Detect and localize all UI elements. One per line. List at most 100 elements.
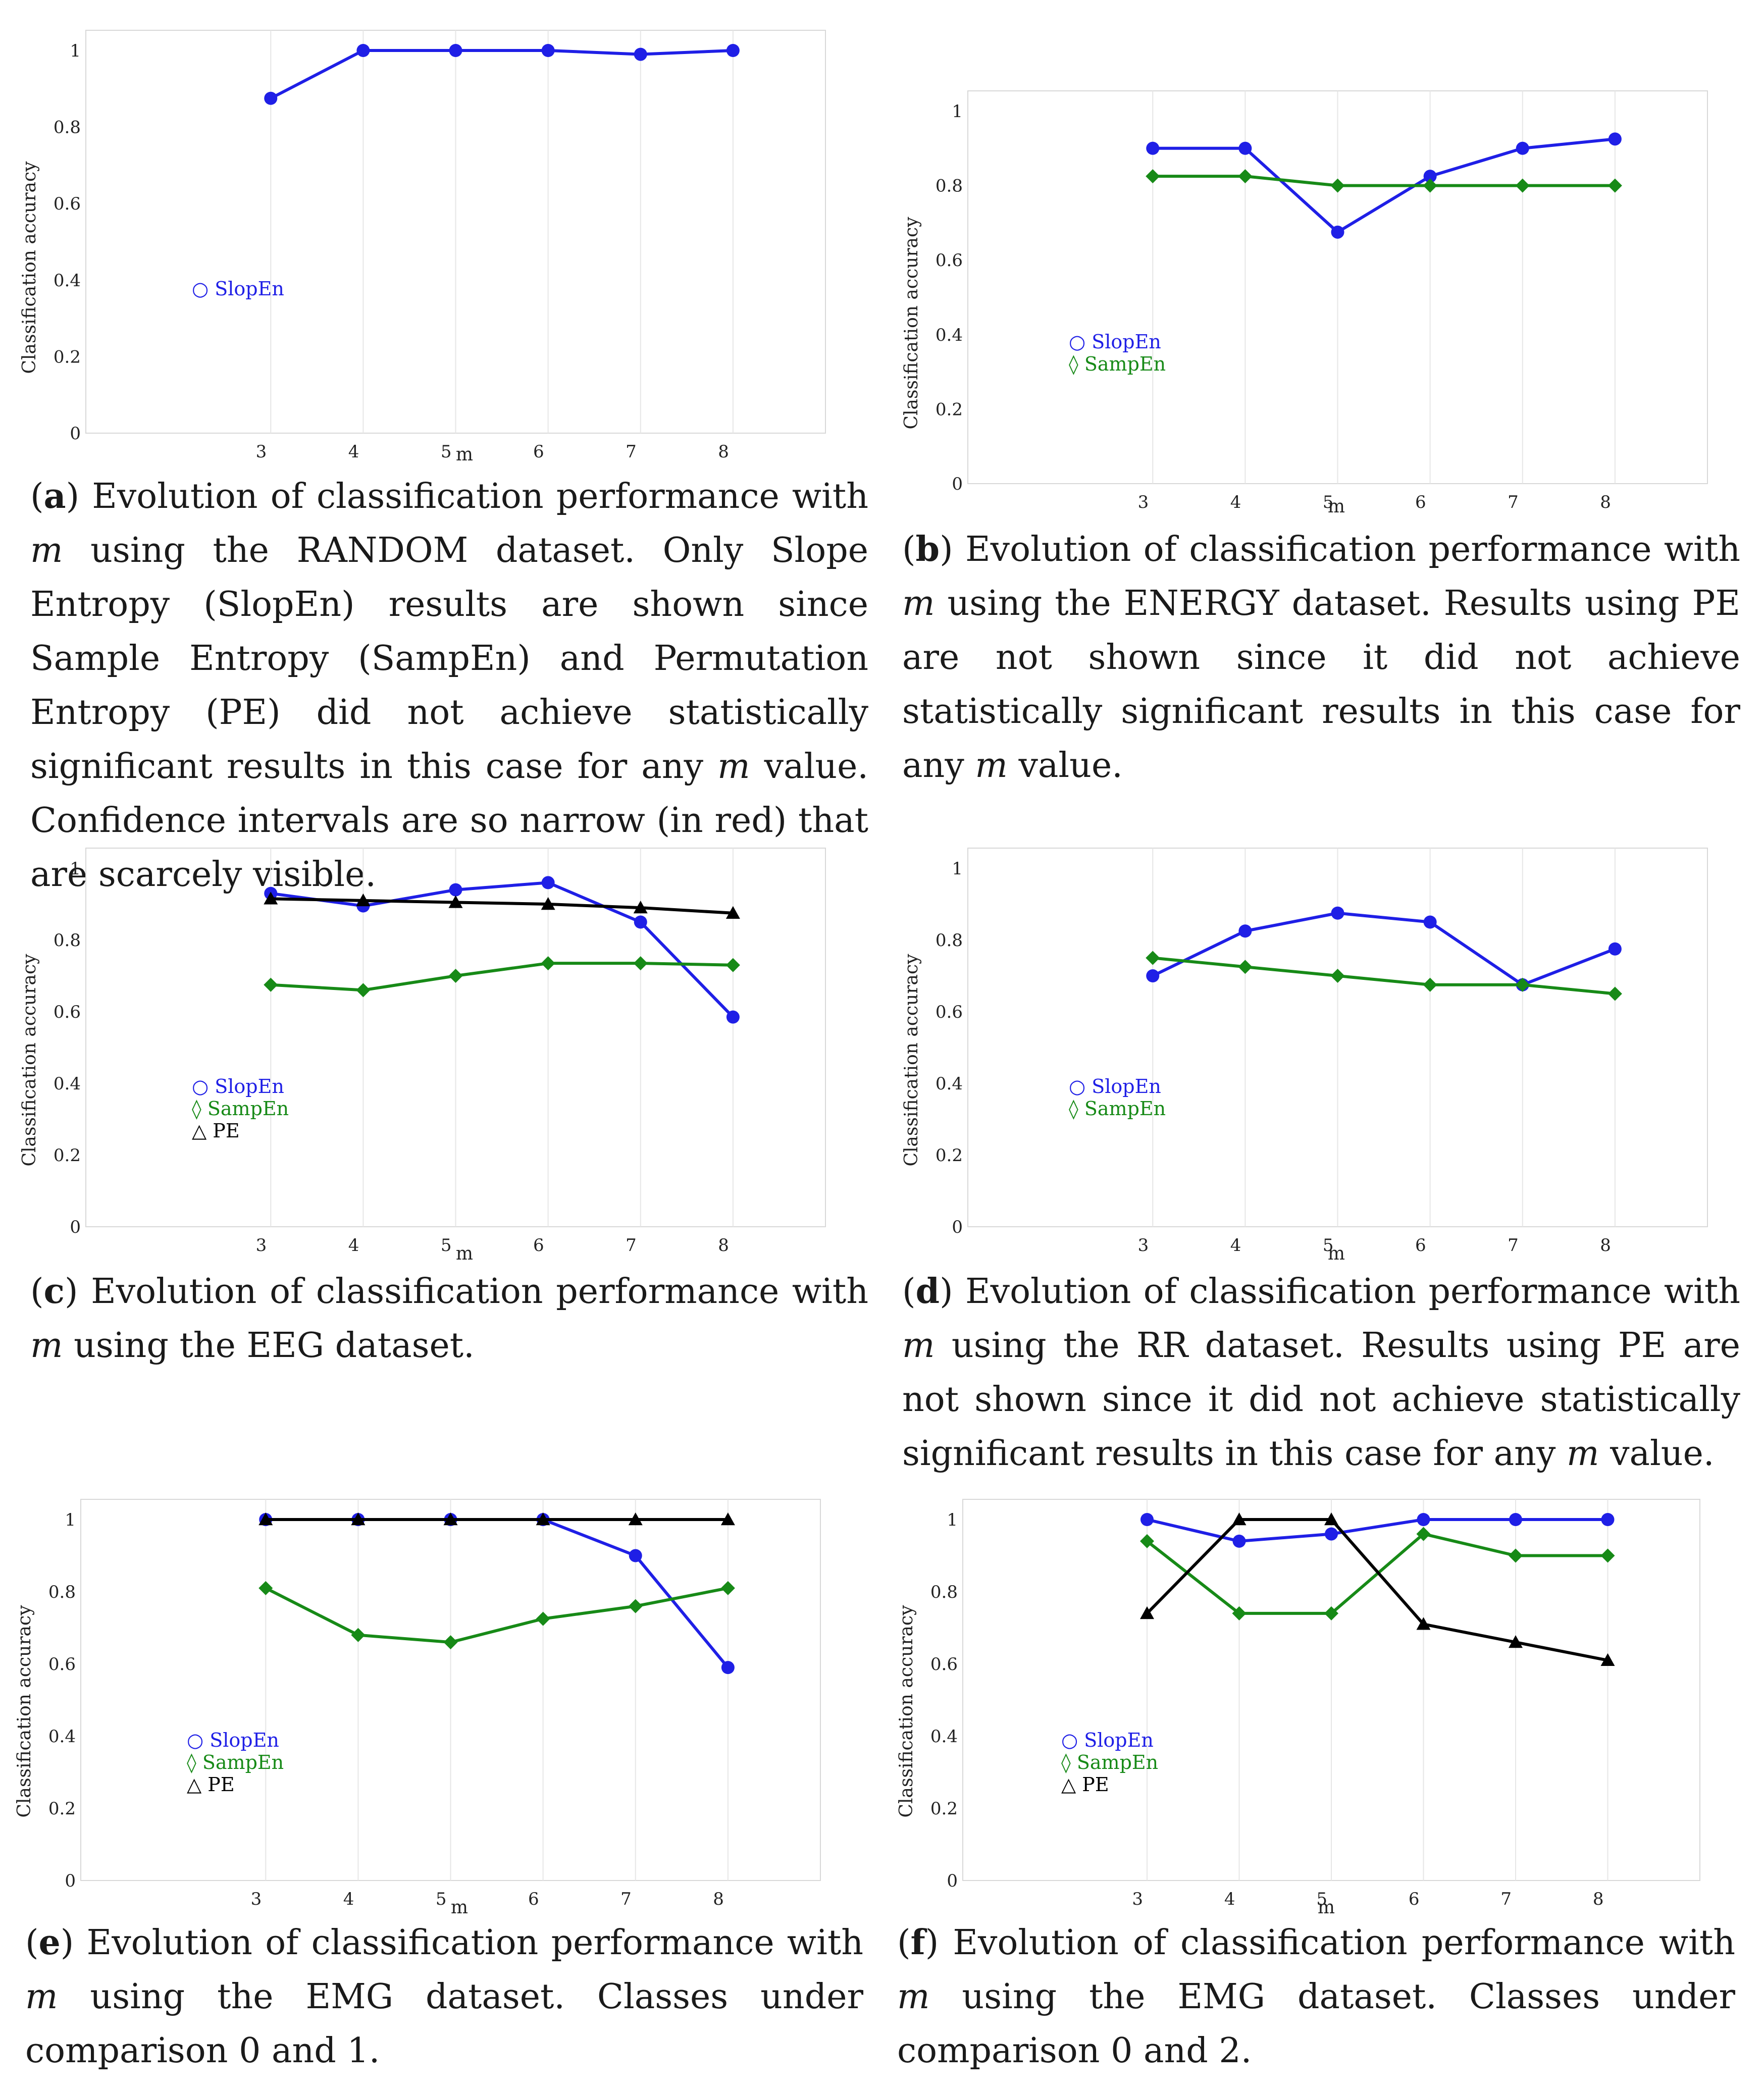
panel-c: 3 4 5 6 7 8 0 0.2 0.4 0.6 0.8 1 Classification accur…	[0, 818, 882, 1424]
x-tick-label: 3	[256, 1235, 267, 1256]
x-tick-label: 8	[1600, 1235, 1611, 1256]
chart-a: 3 4 5 6 7 8 0 0.2 0.4 0.6 0.8 1 Classification accur…	[19, 30, 826, 464]
data-point-sampen	[351, 1628, 366, 1642]
x-tick-label: 6	[533, 1235, 544, 1256]
x-tick-label: 4	[343, 1889, 354, 1909]
caption-math-m: m	[902, 1326, 935, 1366]
data-point-pe	[1509, 1635, 1523, 1648]
y-tick-label: 0.6	[48, 1654, 76, 1675]
data-point-pe	[720, 1512, 735, 1526]
data-point-sampen	[1146, 951, 1160, 965]
x-tick-label: 5	[436, 1889, 447, 1909]
data-point-sampen	[536, 1611, 550, 1626]
y-tick-label: 0.6	[936, 1002, 963, 1022]
legend-entry-sampen: ◊ SampEn	[1061, 1751, 1158, 1773]
data-point-slopen	[1232, 1534, 1246, 1548]
x-tick-label: 8	[718, 442, 729, 462]
y-tick-label: 0.4	[930, 1727, 958, 1747]
series-pe	[1140, 1512, 1615, 1666]
x-tick-label: 5	[1323, 492, 1334, 512]
caption-tag: d	[915, 1271, 940, 1312]
y-axis-label: Classification accuracy	[14, 1605, 35, 1818]
x-tick-label: 7	[626, 442, 637, 462]
y-tick-label: 0.6	[936, 250, 963, 271]
data-point-slopen	[1331, 906, 1344, 920]
y-tick-label: 0.4	[936, 1074, 963, 1094]
series-line-sampen	[271, 962, 733, 992]
data-point-pe	[448, 895, 463, 908]
data-point-sampen	[1238, 960, 1253, 974]
chart-d: 3 4 5 6 7 8 0 0.2 0.4 0.6 0.8 1 Classification accur…	[901, 848, 1708, 1264]
y-tick-label: 0.2	[48, 1799, 76, 1819]
data-point-sampen	[720, 1581, 735, 1595]
x-axis-label: m	[1328, 496, 1345, 517]
legend-entry-pe: △ PE	[192, 1120, 240, 1142]
x-tick-label: 4	[1230, 492, 1241, 512]
x-tick-label: 6	[1415, 1235, 1426, 1256]
data-point-sampen	[628, 1599, 643, 1613]
y-tick-label: 0.2	[54, 347, 81, 367]
data-point-pe	[351, 1512, 366, 1526]
x-tick-label: 3	[251, 1889, 262, 1909]
x-tick-label: 8	[713, 1889, 724, 1909]
data-point-sampen	[633, 956, 648, 971]
y-axis-label: Classification accuracy	[901, 217, 922, 430]
caption-a: (a) Evolution of classification performa…	[30, 476, 868, 895]
data-point-slopen	[1146, 969, 1160, 982]
data-point-slopen	[449, 44, 462, 57]
caption-math-m: m	[897, 1977, 930, 2017]
x-tick-label: 3	[256, 442, 267, 462]
caption-b: (b) Evolution of classification performa…	[902, 529, 1740, 786]
x-tick-label: 4	[1230, 1235, 1241, 1256]
legend-entry-slopen: ○ SlopEn	[1069, 331, 1161, 353]
data-point-sampen	[1515, 178, 1530, 193]
data-point-pe	[725, 906, 740, 919]
y-tick-label: 0.2	[936, 399, 963, 420]
x-tick-label: 7	[1508, 492, 1519, 512]
x-tick-label: 7	[1500, 1889, 1512, 1909]
data-point-sampen	[1146, 169, 1160, 184]
data-point-slopen	[726, 44, 740, 57]
data-point-pe	[1140, 1606, 1154, 1619]
caption-tag: e	[38, 1922, 61, 1963]
series-line-pe	[271, 897, 734, 915]
data-point-slopen	[721, 1661, 735, 1675]
chart-f: 3 4 5 6 7 8 0 0.2 0.4 0.6 0.8 1 Classification accur…	[896, 1499, 1700, 1918]
series-line-slopen	[1152, 911, 1616, 986]
legend-entry-sampen: ◊ SampEn	[1069, 353, 1166, 375]
data-point-sampen	[1416, 1527, 1431, 1541]
data-point-slopen	[634, 915, 647, 929]
legend-entry-pe: △ PE	[1061, 1773, 1109, 1796]
x-tick-label: 5	[1316, 1889, 1327, 1909]
series-line-slopen	[266, 1518, 730, 1669]
x-tick-label: 3	[1138, 492, 1149, 512]
y-tick-label: 0.6	[54, 194, 81, 214]
series-line-slopen	[1147, 1518, 1608, 1543]
data-point-sampen	[1330, 969, 1345, 983]
legend-entry-pe: △ PE	[187, 1773, 235, 1796]
panel-e: 3 4 5 6 7 8 0 0.2 0.4 0.6 0.8 1 Classification accur…	[0, 1469, 882, 2091]
series-slopen	[1146, 132, 1622, 239]
x-tick-label: 6	[528, 1889, 539, 1909]
y-tick-label: 0.8	[54, 930, 81, 951]
x-axis-label: m	[456, 444, 473, 464]
chart-b: 3 4 5 6 7 8 0 0.2 0.4 0.6 0.8 1 Classification accur…	[901, 90, 1708, 517]
caption-math-m: m	[25, 1977, 58, 2017]
data-point-sampen	[1600, 1548, 1615, 1563]
y-tick-label: 0.4	[54, 271, 81, 291]
y-tick-label: 0.4	[54, 1074, 81, 1094]
series-pe	[258, 1512, 735, 1526]
data-point-slopen	[1140, 1513, 1154, 1526]
data-point-sampen	[1607, 986, 1622, 1001]
caption-e: (e) Evolution of classification performa…	[25, 1922, 863, 2071]
x-tick-label: 4	[348, 442, 359, 462]
x-axis-label: m	[1318, 1897, 1335, 1918]
x-tick-label: 7	[620, 1889, 632, 1909]
y-tick-label: 1	[70, 41, 81, 61]
y-tick-label: 0.4	[48, 1727, 76, 1747]
data-point-slopen	[1423, 915, 1437, 929]
data-point-slopen	[541, 876, 555, 890]
panel-a: 3 4 5 6 7 8 0 0.2 0.4 0.6 0.8 1 Classification accur…	[0, 0, 882, 895]
series-sampen	[1146, 951, 1622, 1001]
x-tick-label: 7	[626, 1235, 637, 1256]
